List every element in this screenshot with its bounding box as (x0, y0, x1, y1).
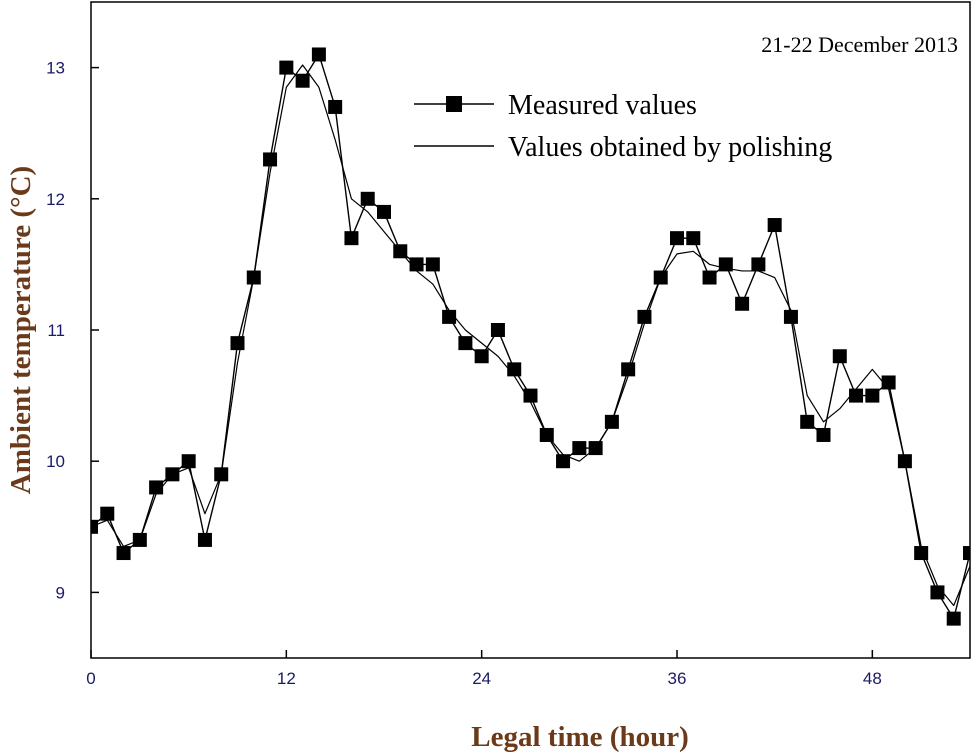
y-tick-label: 11 (47, 321, 65, 340)
measured-point (149, 480, 164, 495)
x-tick-label: 36 (668, 669, 687, 688)
measured-point (523, 388, 538, 403)
measured-point (425, 257, 440, 272)
measured-point (539, 427, 554, 442)
marker-layer (91, 47, 970, 626)
measured-point (832, 349, 847, 364)
measured-point (474, 349, 489, 364)
legend: Measured values Values obtained by polis… (414, 90, 832, 163)
ticks: 0 12 24 36 48 9 10 11 12 13 (46, 59, 882, 688)
measured-point (604, 414, 619, 429)
measured-point (100, 506, 115, 521)
x-tick-label: 48 (863, 669, 882, 688)
y-tick-label: 10 (46, 452, 65, 471)
measured-point (946, 611, 961, 626)
x-tick-label: 0 (86, 669, 95, 688)
measured-point (686, 231, 701, 246)
legend-marker-measured (446, 96, 462, 112)
measured-point (588, 441, 603, 456)
measured-point (849, 388, 864, 403)
measured-point (393, 244, 408, 259)
x-tick-label: 24 (472, 669, 491, 688)
measured-point (116, 546, 131, 561)
measured-point (914, 546, 929, 561)
y-tick-label: 12 (46, 190, 65, 209)
measured-point (214, 467, 229, 482)
measured-point (490, 323, 505, 337)
y-axis-title: Ambient temperature (°C) (5, 166, 37, 494)
measured-point (783, 309, 798, 324)
measured-point (572, 441, 587, 456)
measured-point (507, 362, 522, 377)
measured-point (409, 257, 424, 272)
measured-point (735, 296, 750, 311)
measured-point (800, 414, 815, 429)
measured-point (328, 99, 343, 114)
measured-point (881, 375, 896, 390)
measured-point (360, 191, 375, 206)
legend-label-polished: Values obtained by polishing (508, 132, 832, 163)
measured-point (132, 532, 147, 547)
x-axis-title: Legal time (hour) (471, 721, 688, 753)
measured-point (930, 585, 945, 600)
measured-point (311, 47, 326, 62)
measured-point (670, 231, 684, 246)
y-tick-label: 9 (56, 583, 65, 602)
measured-point (442, 309, 457, 324)
x-tick-label: 12 (277, 669, 296, 688)
measured-point (637, 309, 652, 324)
measured-point (718, 257, 733, 272)
measured-point (816, 427, 831, 442)
measured-point (458, 336, 473, 351)
measured-point (556, 454, 571, 469)
measured-point (295, 73, 310, 88)
measured-point (91, 519, 98, 534)
measured-point (865, 388, 880, 403)
measured-point (230, 336, 245, 351)
measured-point (377, 204, 391, 219)
measured-point (181, 454, 196, 469)
measured-point (197, 532, 212, 547)
legend-label-measured: Measured values (508, 90, 697, 121)
measured-point (279, 60, 294, 75)
annotation-date: 21-22 December 2013 (761, 32, 958, 57)
measured-point (767, 218, 782, 233)
measured-point (702, 270, 717, 285)
measured-point (263, 152, 278, 167)
measured-point (246, 270, 261, 285)
y-tick-label: 13 (46, 59, 65, 78)
measured-point (653, 270, 668, 285)
measured-point (897, 454, 912, 469)
measured-point (344, 231, 359, 246)
measured-point (751, 257, 766, 272)
measured-point (963, 546, 970, 561)
measured-point (621, 362, 636, 377)
measured-point (165, 467, 180, 482)
